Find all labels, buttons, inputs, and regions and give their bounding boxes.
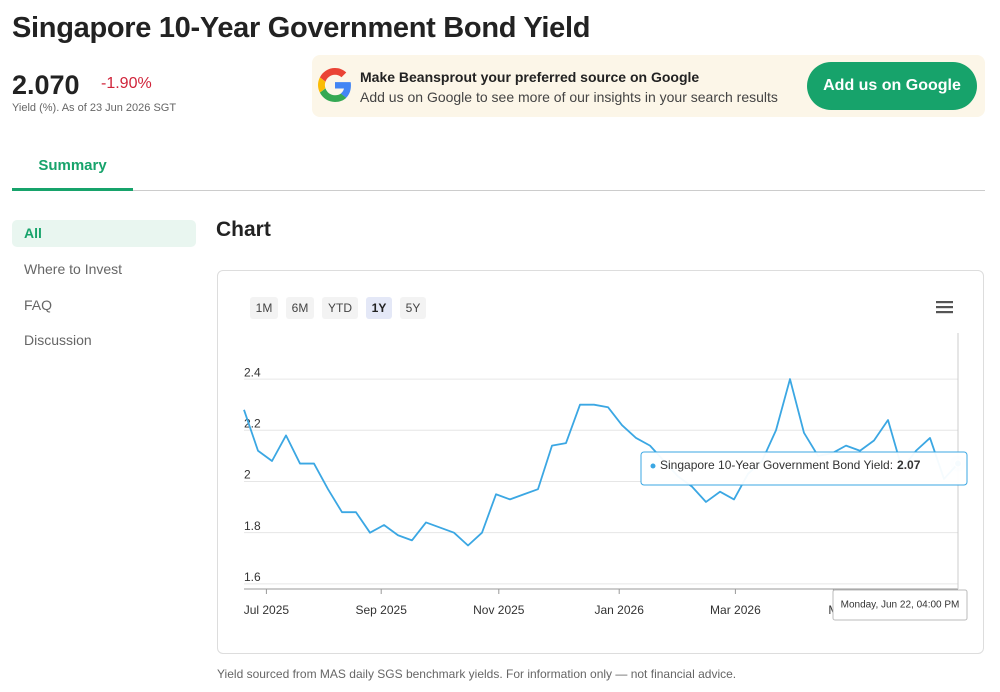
sidebar-item[interactable]: All xyxy=(12,220,196,247)
x-tick-label: Jul 2025 xyxy=(244,603,290,617)
line-series xyxy=(243,378,959,547)
range-button[interactable]: 5Y xyxy=(400,297,426,319)
tab-divider xyxy=(12,190,985,191)
tooltip-dot xyxy=(650,463,656,469)
x-tick-label: Sep 2025 xyxy=(356,603,408,617)
x-tick-label: Jan 2026 xyxy=(595,603,645,617)
change: -1.90% xyxy=(101,75,152,92)
sidebar-item[interactable]: Where to Invest xyxy=(24,261,123,277)
y-tick-label: 1.8 xyxy=(244,519,261,533)
sidebar-item[interactable]: Discussion xyxy=(24,332,92,348)
subtitle: Yield (%). As of 23 Jun 2026 SGT xyxy=(12,102,177,114)
banner-text: Add us on Google to see more of our insi… xyxy=(360,89,778,105)
sidebar-item[interactable]: FAQ xyxy=(24,297,53,313)
google-logo xyxy=(318,68,351,102)
y-tick-label: 1.6 xyxy=(244,570,261,584)
price: 2.070 xyxy=(12,70,80,100)
y-tick-label: 2 xyxy=(244,468,251,482)
range-button[interactable]: 1Y xyxy=(366,297,392,319)
tooltip-value: 2.07 xyxy=(897,458,921,472)
tab-underline xyxy=(12,188,133,191)
menu-icon[interactable] xyxy=(935,299,954,315)
section-title: Chart xyxy=(216,218,271,241)
date-tooltip: Monday, Jun 22, 04:00 PM xyxy=(841,600,960,611)
range-button[interactable]: 1M xyxy=(250,297,278,319)
tooltip-text: Singapore 10-Year Government Bond Yield:… xyxy=(660,458,921,472)
page-title: Singapore 10-Year Government Bond Yield xyxy=(12,12,591,44)
footnote: Yield sourced from MAS daily SGS benchma… xyxy=(217,667,737,681)
tab[interactable]: Summary xyxy=(38,157,107,174)
x-tick-label: Mar 2026 xyxy=(710,603,761,617)
range-button[interactable]: 6M xyxy=(286,297,314,319)
x-tick-label: Nov 2025 xyxy=(473,603,525,617)
date-tooltip-box xyxy=(832,589,968,621)
y-tick-label: 2.4 xyxy=(244,365,261,379)
banner-heading: Make Beansprout your preferred source on… xyxy=(360,69,700,85)
tooltip-box xyxy=(640,451,968,486)
tooltip-label: Singapore 10-Year Government Bond Yield: xyxy=(660,458,893,472)
chart-card xyxy=(217,270,984,654)
add-google-button[interactable]: Add us on Google xyxy=(807,62,977,110)
range-button[interactable]: YTD xyxy=(322,297,358,319)
